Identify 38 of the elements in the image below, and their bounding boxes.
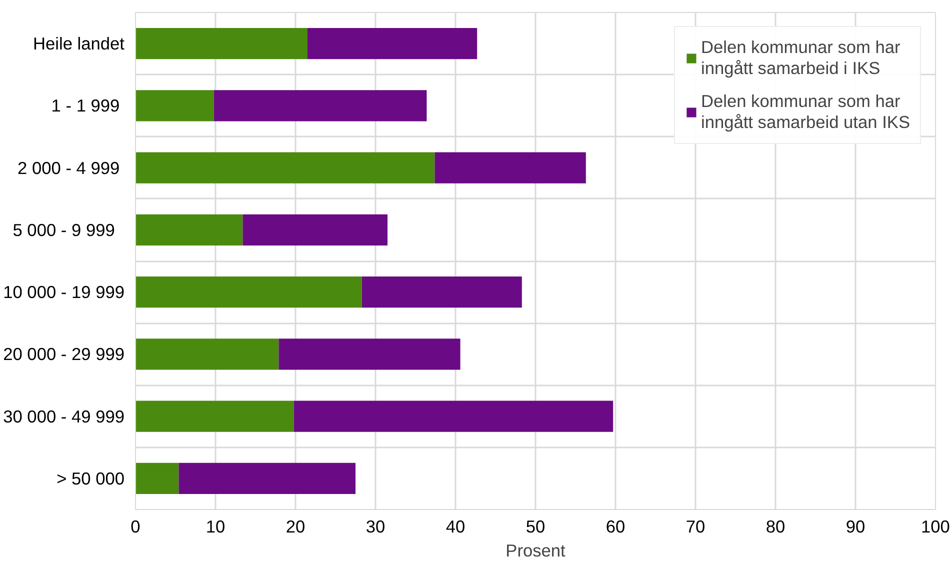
bar xyxy=(136,90,214,122)
bar xyxy=(136,276,362,308)
x-axis-title: Prosent xyxy=(506,540,566,560)
y-tick-label: Heile landet xyxy=(32,34,125,54)
y-tick-label: 30 000 - 49 999 xyxy=(3,406,125,426)
x-tick-label: 50 xyxy=(526,516,546,536)
bar xyxy=(308,28,478,60)
bar xyxy=(294,400,614,432)
x-tick-label: 80 xyxy=(766,516,786,536)
x-tick-label: 70 xyxy=(686,516,706,536)
x-tick-label: 30 xyxy=(366,516,386,536)
bar xyxy=(136,400,294,432)
x-tick-label: 60 xyxy=(606,516,626,536)
y-tick-label: 20 000 - 29 999 xyxy=(3,344,125,364)
y-tick-label: 2 000 - 4 999 xyxy=(18,158,120,178)
x-tick-label: 20 xyxy=(286,516,306,536)
x-tick-label: 90 xyxy=(846,516,866,536)
bar xyxy=(136,338,279,370)
y-tick-label: 10 000 - 19 999 xyxy=(3,282,125,302)
bar xyxy=(136,28,308,60)
bar xyxy=(362,276,522,308)
bar xyxy=(242,214,388,246)
bar xyxy=(434,152,586,184)
bar xyxy=(136,152,435,184)
bar xyxy=(136,214,243,246)
bar xyxy=(214,90,427,122)
bar xyxy=(178,462,356,494)
x-tick-label: 100 xyxy=(921,516,950,536)
x-tick-label: 0 xyxy=(130,516,140,536)
y-tick-label: 1 - 1 999 xyxy=(51,96,120,116)
legend-label: Delen kommunar som har inngått samarbeid i IKS xyxy=(700,37,900,79)
bar xyxy=(278,338,460,370)
y-tick-label: > 50 000 xyxy=(56,468,125,488)
legend-label: Delen kommunar som har inngått samarbeid utan IKS xyxy=(700,91,910,133)
x-tick-label: 10 xyxy=(206,516,226,536)
x-tick-label: 40 xyxy=(446,516,466,536)
bar xyxy=(136,462,179,494)
y-tick-label: 5 000 - 9 999 xyxy=(12,220,115,240)
